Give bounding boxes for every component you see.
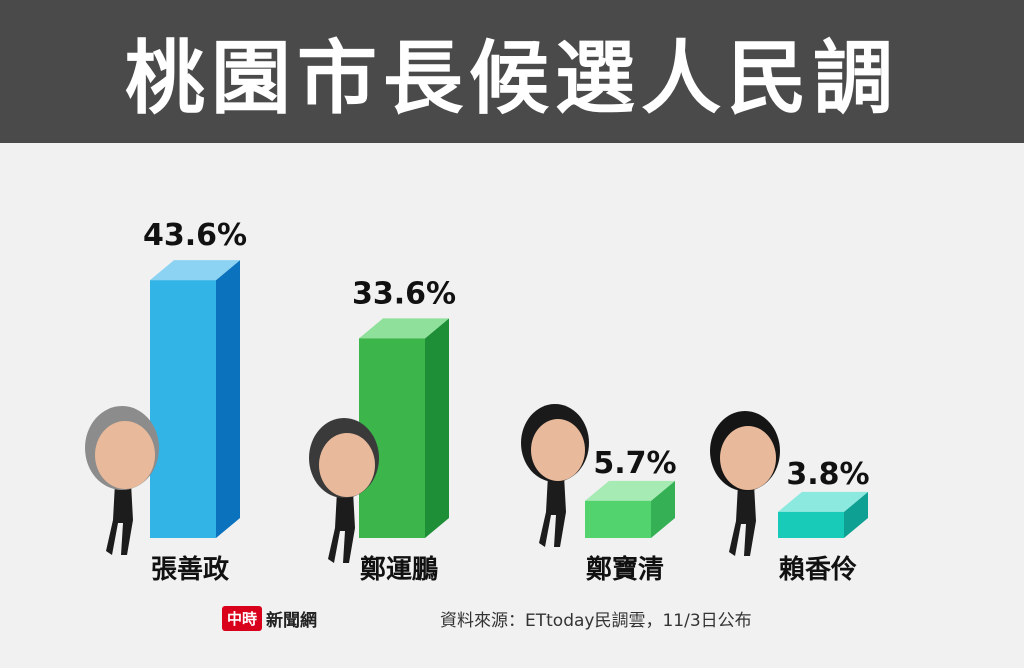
bar-top-4 — [778, 491, 868, 512]
candidate-body-3 — [539, 475, 566, 547]
bar-top-2 — [359, 318, 449, 339]
category-label: 賴香伶 — [779, 554, 857, 585]
candidate-face-1 — [95, 421, 155, 489]
category-label: 張善政 — [151, 554, 229, 585]
header-bar: 桃園市長候選人民調 — [0, 0, 1024, 143]
category-label: 鄭寶清 — [586, 554, 664, 585]
candidate-body-1 — [106, 483, 133, 555]
candidate-body-2 — [328, 491, 355, 563]
source-note: 資料來源：ETtoday民調雲，11/3日公布 — [440, 610, 752, 631]
bar-side-2 — [425, 318, 449, 538]
candidate-face-2 — [319, 433, 375, 497]
logo-badge: 中時 — [222, 605, 263, 631]
bar-top-1 — [150, 260, 240, 281]
bar-chart: 43.6% 張善政 33.6% 鄭運鵬 5.7% 鄭寶清 3.8% 賴香伶 — [85, 218, 870, 585]
page-title: 桃園市長候選人民調 — [125, 31, 899, 125]
bar-value-label: 33.6% — [352, 276, 456, 311]
candidate-face-3 — [531, 419, 585, 481]
brand-logo: 中時 新聞網 — [222, 598, 317, 638]
candidate-face-4 — [720, 426, 776, 490]
bar-1 — [150, 280, 216, 538]
candidate-body-4 — [729, 484, 756, 556]
bar-3 — [585, 500, 651, 538]
logo-text: 新聞網 — [266, 610, 318, 631]
bar-side-1 — [216, 260, 240, 538]
bar-top-3 — [585, 480, 675, 501]
bar-value-label: 3.8% — [786, 457, 869, 492]
bar-4 — [778, 511, 844, 538]
category-label: 鄭運鵬 — [360, 554, 438, 585]
bar-side-3 — [651, 480, 675, 538]
bar-value-label: 5.7% — [593, 446, 676, 481]
bar-value-label: 43.6% — [143, 218, 247, 253]
bar-side-4 — [844, 491, 868, 538]
